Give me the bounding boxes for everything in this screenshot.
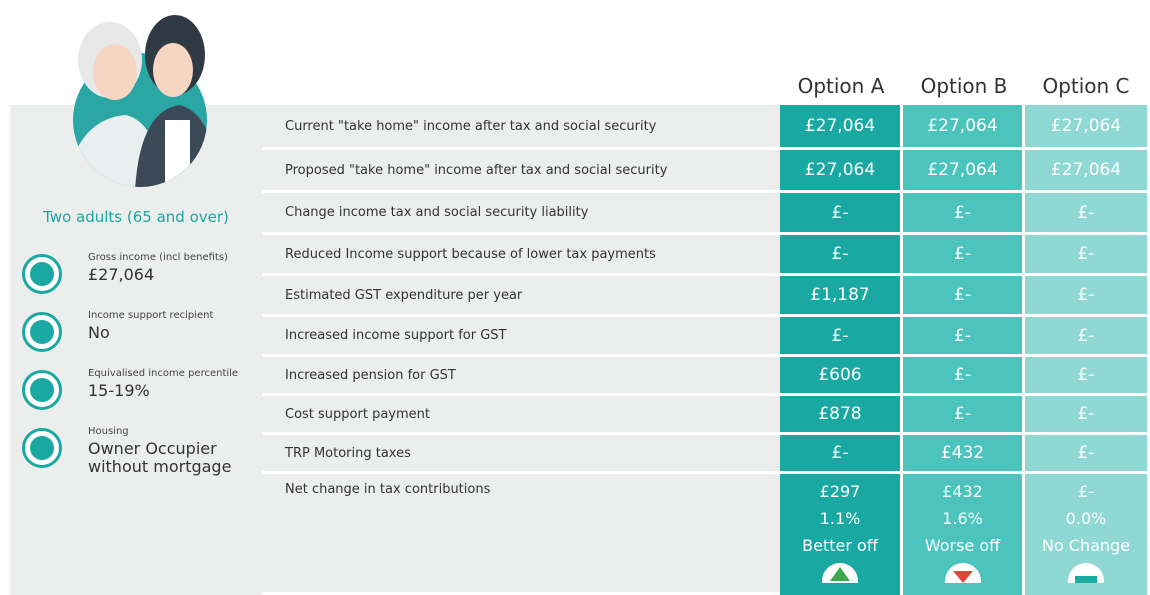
item-value: No [88, 324, 258, 342]
value-cell: £- [903, 276, 1022, 314]
item-value: Owner Occupier without mortgage [88, 440, 258, 476]
item-value: £27,064 [88, 266, 258, 284]
value-cell: £1,187 [780, 276, 900, 314]
icon-glyph [30, 320, 54, 344]
row-label: Current "take home" income after tax and… [262, 105, 780, 150]
summary-amount: £432 [903, 478, 1022, 505]
value-cell: £27,064 [903, 105, 1022, 147]
value-cell: £- [1025, 235, 1147, 273]
infographic: Two adults (65 and over) Gross income (i… [0, 0, 1150, 595]
summary-outcome: Better off [780, 532, 900, 559]
row-label: Estimated GST expenditure per year [262, 276, 780, 317]
column-header: Option A [780, 74, 902, 98]
value-cell: £- [903, 357, 1022, 393]
item-label: Income support recipient [88, 310, 258, 321]
value-cell: £- [1025, 317, 1147, 354]
value-cell: £27,064 [780, 150, 900, 190]
summary-amount: £297 [780, 478, 900, 505]
summary-outcome: No Change [1025, 532, 1147, 559]
outcome-icon [820, 561, 860, 583]
value-cell: £- [780, 317, 900, 354]
value-cell: £- [903, 396, 1022, 432]
profile-icon [22, 428, 62, 468]
value-cell: £- [1025, 396, 1147, 432]
summary-amount: £- [1025, 478, 1147, 505]
value-cell: £- [1025, 276, 1147, 314]
outcome-icon [943, 561, 983, 583]
summary-percent: 0.0% [1025, 505, 1147, 532]
icon-glyph [30, 262, 54, 286]
row-label: Increased income support for GST [262, 317, 780, 357]
column-header: Option C [1025, 74, 1147, 98]
value-cell: £27,064 [1025, 105, 1147, 147]
value-cell: £- [780, 435, 900, 471]
summary-percent: 1.1% [780, 505, 900, 532]
value-cell: £878 [780, 396, 900, 432]
icon-glyph [30, 436, 54, 460]
row-label: Net change in tax contributions [262, 474, 780, 595]
value-cell: £- [1025, 357, 1147, 393]
value-cell: £- [903, 317, 1022, 354]
column-header: Option B [903, 74, 1025, 98]
value-cell: £- [903, 193, 1022, 232]
row-label: Increased pension for GST [262, 357, 780, 396]
summary-percent: 1.6% [903, 505, 1022, 532]
illustration [55, 0, 235, 190]
summary-cell: £-0.0%No Change [1025, 474, 1147, 595]
row-label: Cost support payment [262, 396, 780, 435]
item-label: Housing [88, 426, 258, 437]
outcome-icon [1066, 561, 1106, 583]
item-value: 15-19% [88, 382, 258, 400]
value-cell: £- [780, 235, 900, 273]
item-label: Gross income (incl benefits) [88, 252, 258, 263]
value-cell: £- [780, 193, 900, 232]
value-cell: £- [1025, 435, 1147, 471]
row-label: Reduced Income support because of lower … [262, 235, 780, 276]
row-label: Proposed "take home" income after tax an… [262, 150, 780, 193]
summary-outcome: Worse off [903, 532, 1022, 559]
item-label: Equivalised income percentile [88, 368, 258, 379]
value-cell: £606 [780, 357, 900, 393]
profile-title: Two adults (65 and over) [10, 208, 262, 226]
profile-icon [22, 370, 62, 410]
value-cell: £27,064 [1025, 150, 1147, 190]
icon-glyph [30, 378, 54, 402]
value-cell: £432 [903, 435, 1022, 471]
row-label: Change income tax and social security li… [262, 193, 780, 235]
row-label: TRP Motoring taxes [262, 435, 780, 474]
value-cell: £- [903, 235, 1022, 273]
value-cell: £27,064 [780, 105, 900, 147]
profile-icon [22, 312, 62, 352]
value-cell: £27,064 [903, 150, 1022, 190]
profile-icon [22, 254, 62, 294]
value-cell: £- [1025, 193, 1147, 232]
